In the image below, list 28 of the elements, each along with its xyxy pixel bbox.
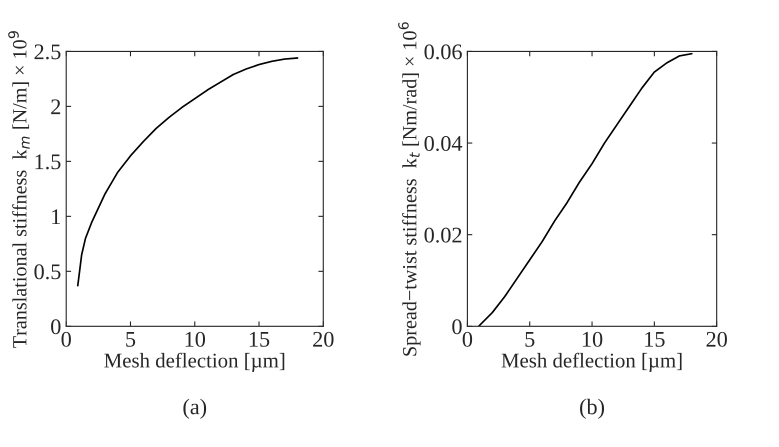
x-axis-title: Mesh deflection [µm] [104, 352, 284, 372]
x-tick-label: 5 [126, 332, 136, 347]
y-tick-label: 0.02 [424, 228, 462, 243]
x-tick-label: 0 [462, 332, 472, 347]
x-tick-label: 15 [250, 332, 270, 347]
y-tick-label: 0.06 [424, 44, 462, 60]
x-tick-label: 20 [313, 332, 334, 347]
y-axis-title: Translational stiffness k$_{m}$ [N/m] × 10$^{9}$ [8, 31, 30, 348]
y-tick-label: 0 [51, 319, 61, 334]
y-tick-label: 0 [452, 319, 462, 334]
line-series [76, 57, 298, 286]
y-tick-label: 0.5 [34, 264, 60, 280]
y-tick-label: 1 [52, 209, 60, 224]
x-axis-title: Mesh deflection [µm] [502, 352, 682, 372]
x-tick-label: 15 [645, 332, 665, 347]
y-tick-label: 0.04 [424, 136, 462, 152]
x-tick-label: 10 [582, 332, 602, 347]
y-tick-label: 2.5 [34, 44, 60, 60]
x-tick-label: 20 [706, 332, 727, 347]
text: (b) [580, 398, 604, 419]
y-tick-label: 2 [51, 99, 60, 114]
line-series [478, 52, 693, 326]
text: (a) [183, 398, 206, 419]
x-tick-label: 10 [186, 332, 206, 347]
x-tick-label: 5 [525, 332, 534, 347]
y-tick-label: 1.5 [36, 154, 60, 170]
y-axis-title: Spread−twist stiffness k$_{t}$ [Nm/rad] × 10$^{6}$ [398, 22, 421, 356]
x-tick-label: 0 [62, 332, 71, 347]
